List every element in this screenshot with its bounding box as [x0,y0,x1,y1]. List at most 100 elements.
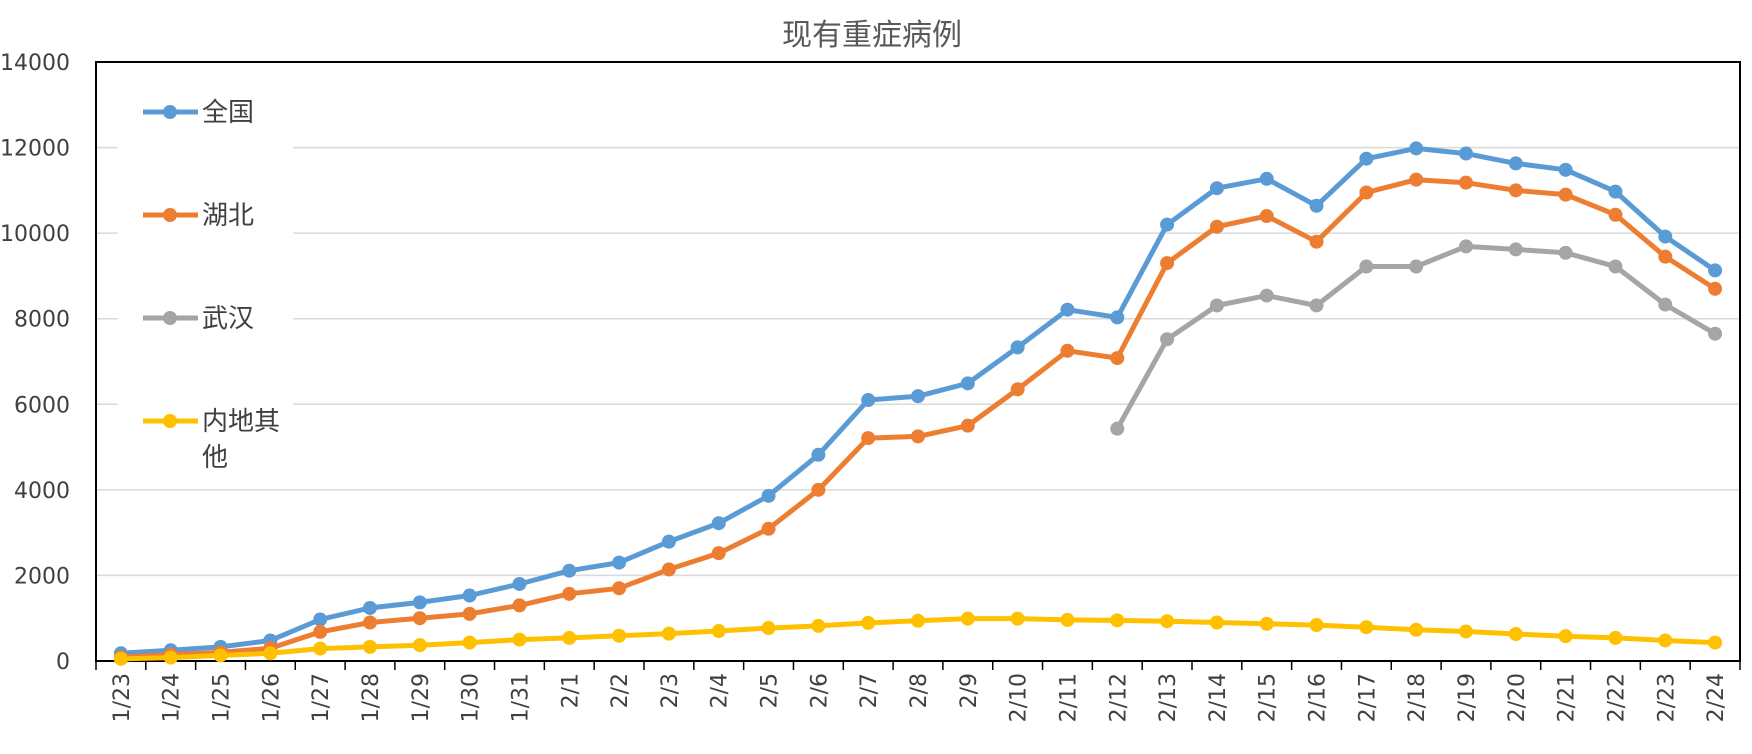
x-tick-label: 2/13 [1156,673,1181,722]
data-point [1160,332,1175,347]
data-point [861,393,876,408]
x-tick-label: 1/27 [309,673,334,722]
x-tick-label: 2/11 [1056,673,1081,722]
data-point [462,588,477,603]
data-point [313,612,328,627]
data-point [363,639,377,654]
data-point [960,418,975,433]
data-point [1060,343,1075,358]
data-point [761,621,776,636]
data-point [1060,302,1075,317]
data-point [711,546,726,561]
x-tick-label: 2/7 [857,673,882,708]
data-point [861,431,876,446]
data-point [711,624,726,639]
legend-swatch-marker [163,311,177,325]
series-1 [113,172,1723,665]
data-point [1508,156,1523,171]
x-tick-label: 1/24 [160,673,185,722]
chart-title: 现有重症病例 [782,18,962,53]
x-tick-label: 2/1 [558,673,583,708]
y-tick-label: 8000 [14,308,70,333]
legend-label: 全国 [202,98,254,128]
x-tick-label: 2/15 [1256,673,1281,722]
data-point [113,651,128,666]
data-point [811,482,826,497]
data-point [1209,615,1224,630]
data-point [1110,310,1125,325]
x-tick-label: 2/19 [1455,673,1480,722]
series-line [1114,243,1718,432]
plot-area [95,61,1741,662]
data-point [1359,620,1374,635]
data-point [960,376,975,391]
data-point [1259,209,1274,224]
x-tick-label: 2/4 [708,673,733,708]
data-point [1309,198,1324,213]
data-point [1608,259,1623,274]
data-point [1010,611,1025,626]
x-tick-label: 2/3 [658,673,683,708]
legend-swatch-marker [163,414,177,428]
x-tick-label: 2/6 [807,673,832,708]
legend-swatch-marker [163,208,177,222]
data-point [512,632,527,647]
data-point [313,624,328,639]
series-0 [113,141,1723,661]
data-point [163,650,178,665]
y-tick-label: 6000 [14,393,70,418]
data-point [1110,351,1125,366]
data-point [1658,249,1673,264]
x-tick-label: 2/23 [1654,673,1679,722]
x-tick-label: 2/20 [1505,673,1530,722]
data-point [960,611,975,626]
data-point [1708,326,1723,341]
data-point [1309,298,1324,313]
data-point [1459,239,1473,254]
data-point [1010,340,1025,355]
data-point [562,586,577,601]
data-point [761,521,776,536]
data-point [1658,633,1673,648]
data-point [1259,288,1274,303]
data-point [1409,172,1424,187]
legend-item: 湖北 [143,201,254,231]
data-point [1608,207,1623,222]
x-tick-label: 2/9 [957,673,982,708]
data-point [811,447,826,462]
data-point [1558,245,1573,260]
data-point [1359,151,1374,166]
data-point [1608,630,1623,645]
legend-swatch-marker [163,105,177,119]
x-tick-label: 1/26 [259,673,284,722]
legend-item: 内地其他 [143,407,280,473]
x-tick-label: 2/2 [608,673,633,708]
data-point [1309,234,1324,249]
data-point [1459,146,1473,161]
data-point [363,615,377,630]
data-point [1658,297,1673,312]
data-point [1558,629,1573,644]
y-tick-label: 10000 [0,222,70,247]
series-line [118,177,1718,660]
legend-label: 武汉 [202,304,254,334]
data-point [462,635,477,650]
data-point [1459,175,1473,190]
data-point [512,576,527,591]
data-point [462,606,477,621]
legend-label: 湖北 [202,201,254,231]
data-point [811,618,826,633]
x-tick-label: 1/30 [459,673,484,722]
data-point [412,595,427,610]
data-point [1209,219,1224,234]
x-axis-ticks: 1/23 1/24 1/25 1/26 1/27 1/28 1/29 1/30 1/31 2/1 2… [95,661,1741,722]
data-point [1409,622,1424,637]
x-tick-label: 2/8 [907,673,932,708]
data-point [911,389,925,404]
data-point [1608,184,1623,199]
data-point [1010,382,1025,397]
data-point [412,611,427,626]
x-tick-label: 1/25 [210,673,235,722]
